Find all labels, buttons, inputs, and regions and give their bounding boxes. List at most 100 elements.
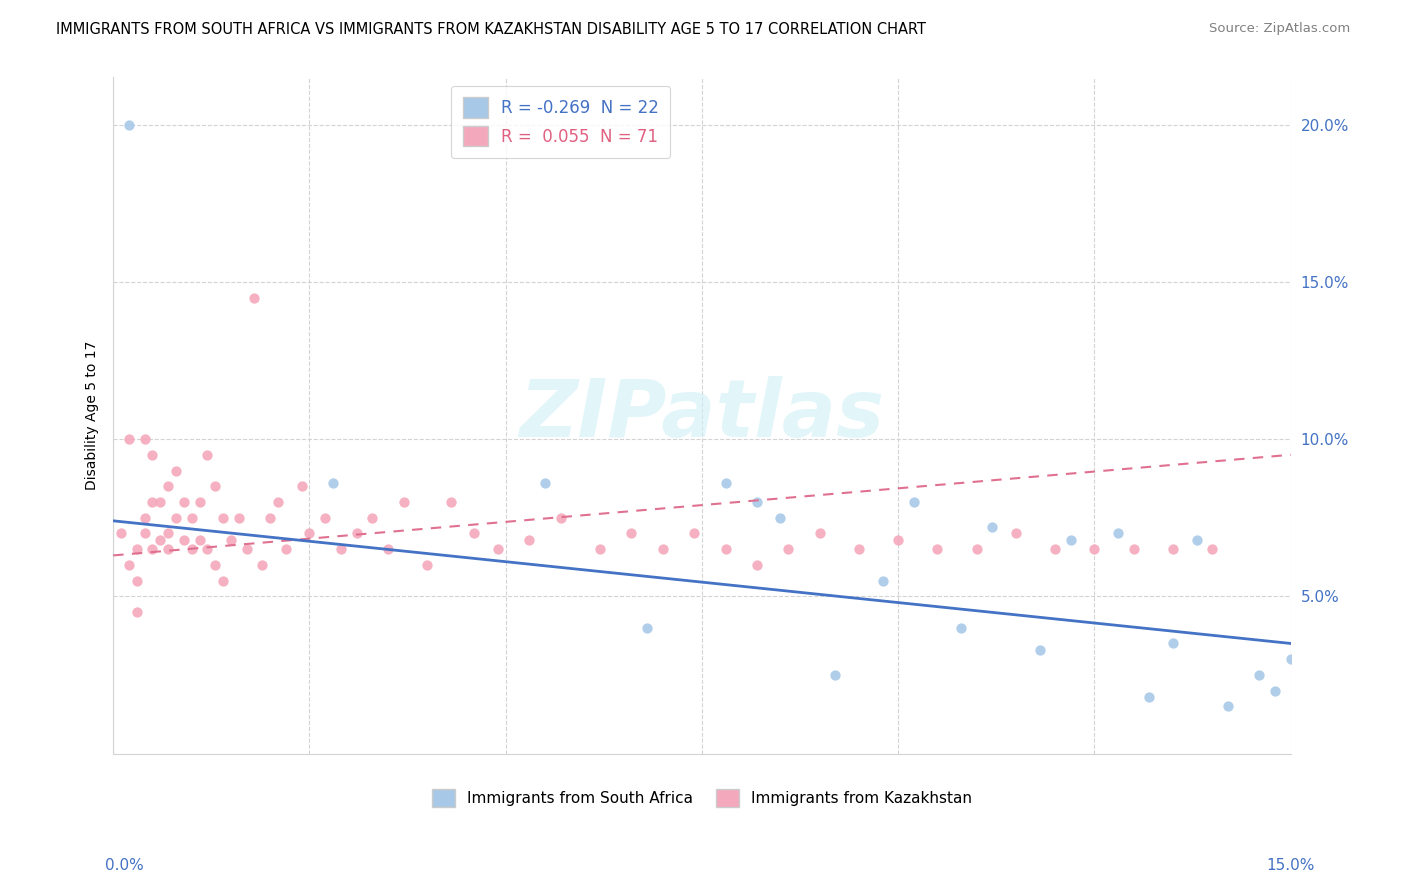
Point	[745, 558, 768, 572]
Point	[197, 448, 219, 462]
Point	[966, 542, 988, 557]
Point	[180, 542, 202, 557]
Point	[329, 542, 352, 557]
Point	[872, 574, 894, 588]
Point	[950, 621, 973, 635]
Point	[714, 542, 737, 557]
Point	[125, 542, 148, 557]
Point	[1107, 526, 1129, 541]
Point	[125, 574, 148, 588]
Text: ZIPatlas: ZIPatlas	[519, 376, 884, 455]
Point	[620, 526, 643, 541]
Y-axis label: Disability Age 5 to 17: Disability Age 5 to 17	[86, 341, 100, 491]
Point	[219, 533, 242, 547]
Point	[1045, 542, 1067, 557]
Point	[778, 542, 800, 557]
Point	[346, 526, 368, 541]
Point	[125, 605, 148, 619]
Point	[486, 542, 509, 557]
Point	[463, 526, 485, 541]
Point	[361, 510, 384, 524]
Point	[180, 510, 202, 524]
Point	[1264, 683, 1286, 698]
Point	[157, 479, 180, 493]
Point	[1249, 668, 1271, 682]
Point	[212, 574, 235, 588]
Point	[1139, 690, 1161, 704]
Text: Source: ZipAtlas.com: Source: ZipAtlas.com	[1209, 22, 1350, 36]
Point	[1028, 642, 1050, 657]
Point	[204, 558, 226, 572]
Point	[157, 526, 180, 541]
Point	[165, 510, 187, 524]
Point	[228, 510, 250, 524]
Point	[440, 495, 463, 509]
Point	[118, 118, 141, 132]
Point	[110, 526, 132, 541]
Text: 0.0%: 0.0%	[105, 858, 145, 872]
Point	[204, 479, 226, 493]
Point	[259, 510, 281, 524]
Point	[1201, 542, 1223, 557]
Point	[534, 476, 557, 491]
Point	[165, 463, 187, 477]
Point	[118, 558, 141, 572]
Point	[173, 495, 195, 509]
Point	[1161, 542, 1184, 557]
Point	[550, 510, 572, 524]
Point	[134, 432, 156, 446]
Point	[392, 495, 415, 509]
Point	[683, 526, 706, 541]
Point	[134, 510, 156, 524]
Point	[636, 621, 658, 635]
Point	[927, 542, 949, 557]
Point	[1161, 636, 1184, 650]
Point	[243, 291, 266, 305]
Point	[141, 495, 163, 509]
Point	[235, 542, 257, 557]
Point	[1122, 542, 1144, 557]
Point	[314, 510, 336, 524]
Point	[322, 476, 344, 491]
Point	[197, 542, 219, 557]
Point	[1216, 699, 1239, 714]
Text: 15.0%: 15.0%	[1267, 858, 1315, 872]
Point	[903, 495, 925, 509]
Point	[212, 510, 235, 524]
Point	[141, 542, 163, 557]
Point	[1005, 526, 1028, 541]
Point	[808, 526, 831, 541]
Point	[981, 520, 1004, 534]
Point	[517, 533, 540, 547]
Point	[274, 542, 297, 557]
Point	[188, 533, 211, 547]
Point	[887, 533, 910, 547]
Point	[824, 668, 846, 682]
Point	[1185, 533, 1208, 547]
Point	[377, 542, 399, 557]
Text: IMMIGRANTS FROM SOUTH AFRICA VS IMMIGRANTS FROM KAZAKHSTAN DISABILITY AGE 5 TO 1: IMMIGRANTS FROM SOUTH AFRICA VS IMMIGRAN…	[56, 22, 927, 37]
Point	[651, 542, 673, 557]
Point	[173, 533, 195, 547]
Point	[149, 495, 172, 509]
Point	[298, 526, 321, 541]
Point	[157, 542, 180, 557]
Point	[848, 542, 870, 557]
Point	[291, 479, 314, 493]
Point	[134, 526, 156, 541]
Point	[589, 542, 612, 557]
Point	[118, 432, 141, 446]
Point	[1060, 533, 1083, 547]
Point	[188, 495, 211, 509]
Point	[141, 448, 163, 462]
Legend: Immigrants from South Africa, Immigrants from Kazakhstan: Immigrants from South Africa, Immigrants…	[426, 782, 979, 814]
Point	[1279, 652, 1302, 666]
Point	[149, 533, 172, 547]
Point	[714, 476, 737, 491]
Point	[745, 495, 768, 509]
Point	[252, 558, 274, 572]
Point	[416, 558, 439, 572]
Point	[769, 510, 792, 524]
Point	[267, 495, 290, 509]
Point	[1083, 542, 1105, 557]
